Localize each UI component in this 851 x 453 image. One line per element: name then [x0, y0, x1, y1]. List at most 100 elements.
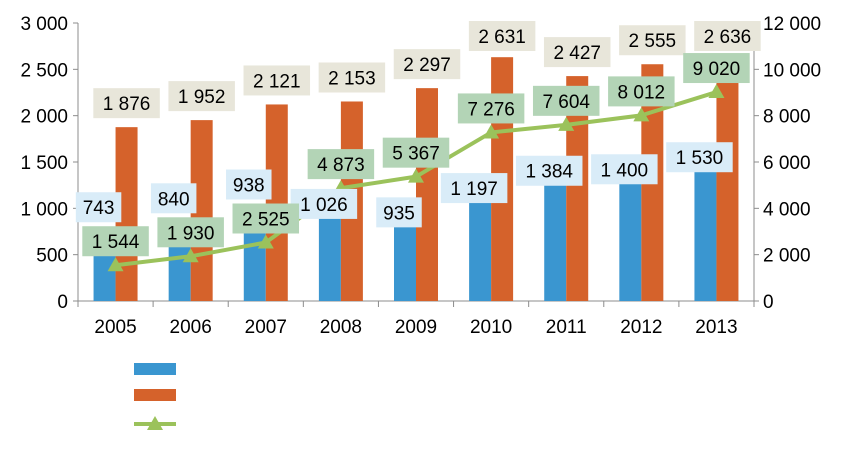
line-series-3-label-box: [307, 149, 375, 180]
right-tick-label: 12 000: [763, 14, 821, 35]
bar-series-2-label: 2 636: [704, 27, 752, 48]
bar-series-1-label-box: [376, 197, 422, 228]
line-series: [107, 84, 725, 272]
line-point-marker: [107, 257, 124, 272]
x-tick-label: 2010: [470, 317, 512, 338]
left-tick-label: 0: [57, 292, 68, 313]
bar-series-2-label-box: [168, 81, 235, 112]
bar-series-2-label: 2 153: [328, 68, 376, 89]
right-tick-label: 0: [763, 292, 774, 313]
x-tick-label: 2013: [695, 317, 737, 338]
line-series-3-label-box: [532, 85, 600, 116]
bar-series-2-label: 1 876: [103, 94, 151, 115]
bar-series-2-label: 2 427: [553, 43, 601, 64]
bar-series-1: [694, 159, 717, 301]
line-point-marker: [483, 124, 500, 139]
bar-series-1: [619, 171, 642, 301]
line-series-3-label-box: [382, 137, 450, 168]
bar-series-2: [115, 127, 138, 301]
line-point-marker: [633, 107, 650, 122]
left-tick-label: 2 000: [20, 107, 68, 128]
bar-series-2: [265, 104, 288, 301]
bar-series-1-label-box: [290, 188, 358, 219]
right-tick-label: 2 000: [763, 246, 811, 267]
bar-series-2-label-box: [93, 88, 160, 119]
x-tick-label: 2005: [94, 317, 136, 338]
line-point-marker: [708, 84, 725, 99]
line-series-3-label: 2 525: [242, 210, 290, 231]
bar-series-1: [544, 172, 567, 301]
line-series-3-label: 8 012: [618, 82, 666, 103]
line-series-3-label: 7 276: [467, 99, 515, 120]
line-series-3-label: 5 367: [392, 144, 440, 165]
bar-series-2: [716, 56, 739, 301]
bar-series-1-label-box: [75, 192, 122, 223]
legend-marker-series-3: [147, 416, 163, 430]
bar-series-2-label-box: [243, 65, 311, 96]
line-point-marker: [408, 168, 424, 183]
bar-series-1-label-box: [666, 142, 733, 173]
left-tick-label: 1 500: [20, 153, 68, 174]
bar-series-2-label: 1 952: [178, 87, 226, 108]
bar-series-1-label-box: [591, 154, 658, 185]
bar-series-2-label-box: [318, 62, 386, 93]
bar-series-1-label: 935: [383, 203, 415, 224]
bar-series-2-label-box: [694, 21, 761, 51]
bar-series-2-label: 2 121: [253, 71, 301, 92]
left-tick-label: 3 000: [20, 14, 68, 35]
line-point-marker: [558, 116, 575, 131]
x-tick-label: 2012: [620, 317, 662, 338]
line-series-3-label: 1 930: [167, 223, 215, 244]
line-series-3-label: 1 544: [92, 232, 140, 253]
bar-series-1: [243, 214, 266, 301]
bar-series-1-label-box: [515, 155, 583, 186]
bar-series-2: [416, 88, 438, 301]
bar-series-2-label-box: [468, 21, 536, 51]
x-tick-label: 2007: [245, 317, 287, 338]
data-labels: 743 840 938 1 026 935 1 197 1 384 1 400 1 530 1 8…: [75, 21, 761, 257]
bar-series-1-label: 1 197: [450, 179, 498, 200]
line-series-3-label: 7 604: [542, 92, 590, 113]
bar-series-1-label: 938: [233, 176, 265, 197]
bar-series-2-label: 2 555: [629, 31, 677, 52]
bar-series-1-label: 1 400: [601, 160, 649, 181]
right-tick-label: 4 000: [763, 199, 811, 220]
bar-series-2-label-box: [619, 25, 686, 56]
line-series-3-label: 4 873: [317, 155, 365, 176]
line-series-3-label-box: [82, 226, 149, 257]
left-tick-label: 1 000: [20, 199, 68, 220]
bar-series-1-label: 1 384: [525, 162, 573, 183]
line-series-3-label-box: [608, 76, 675, 107]
bar-series-2-label: 2 297: [403, 55, 451, 76]
x-tick-label: 2008: [320, 317, 362, 338]
x-tick-label: 2011: [546, 317, 587, 338]
bar-series-1-label-box: [226, 169, 272, 200]
bar-series-1: [394, 214, 416, 301]
legend: [134, 363, 176, 430]
x-tick-label: 2009: [395, 317, 437, 338]
x-tick-label: 2006: [170, 317, 212, 338]
legend-marker-series-1: [134, 363, 176, 375]
right-tick-label: 6 000: [763, 153, 811, 174]
line-series-3-label-box: [457, 93, 525, 124]
line-series-3-label-box: [157, 217, 224, 248]
bar-series-1-label-box: [150, 183, 197, 214]
line-series-3-label-box: [683, 53, 750, 84]
left-tick-label: 500: [36, 246, 68, 267]
bar-series-1-label: 1 530: [676, 148, 724, 169]
bar-series-1-label: 743: [83, 198, 115, 219]
left-tick-label: 2 500: [20, 60, 68, 81]
bar-series-2: [566, 76, 589, 302]
bar-series-1: [469, 190, 492, 301]
axes: 0 500 1 000 1 500 2 000 2 500 3 000 0 2 000 4 000…: [20, 14, 821, 338]
bar-series-1-label-box: [440, 173, 508, 204]
bar-series-2-label-box: [393, 49, 461, 80]
right-tick-label: 10 000: [763, 60, 821, 81]
legend-marker-series-2: [134, 389, 176, 401]
bar-series-2-label: 2 631: [478, 27, 526, 48]
bar-series-1-label: 1 026: [300, 195, 348, 216]
line-point-marker: [182, 248, 199, 263]
line-series-3-label: 9 020: [693, 59, 741, 80]
